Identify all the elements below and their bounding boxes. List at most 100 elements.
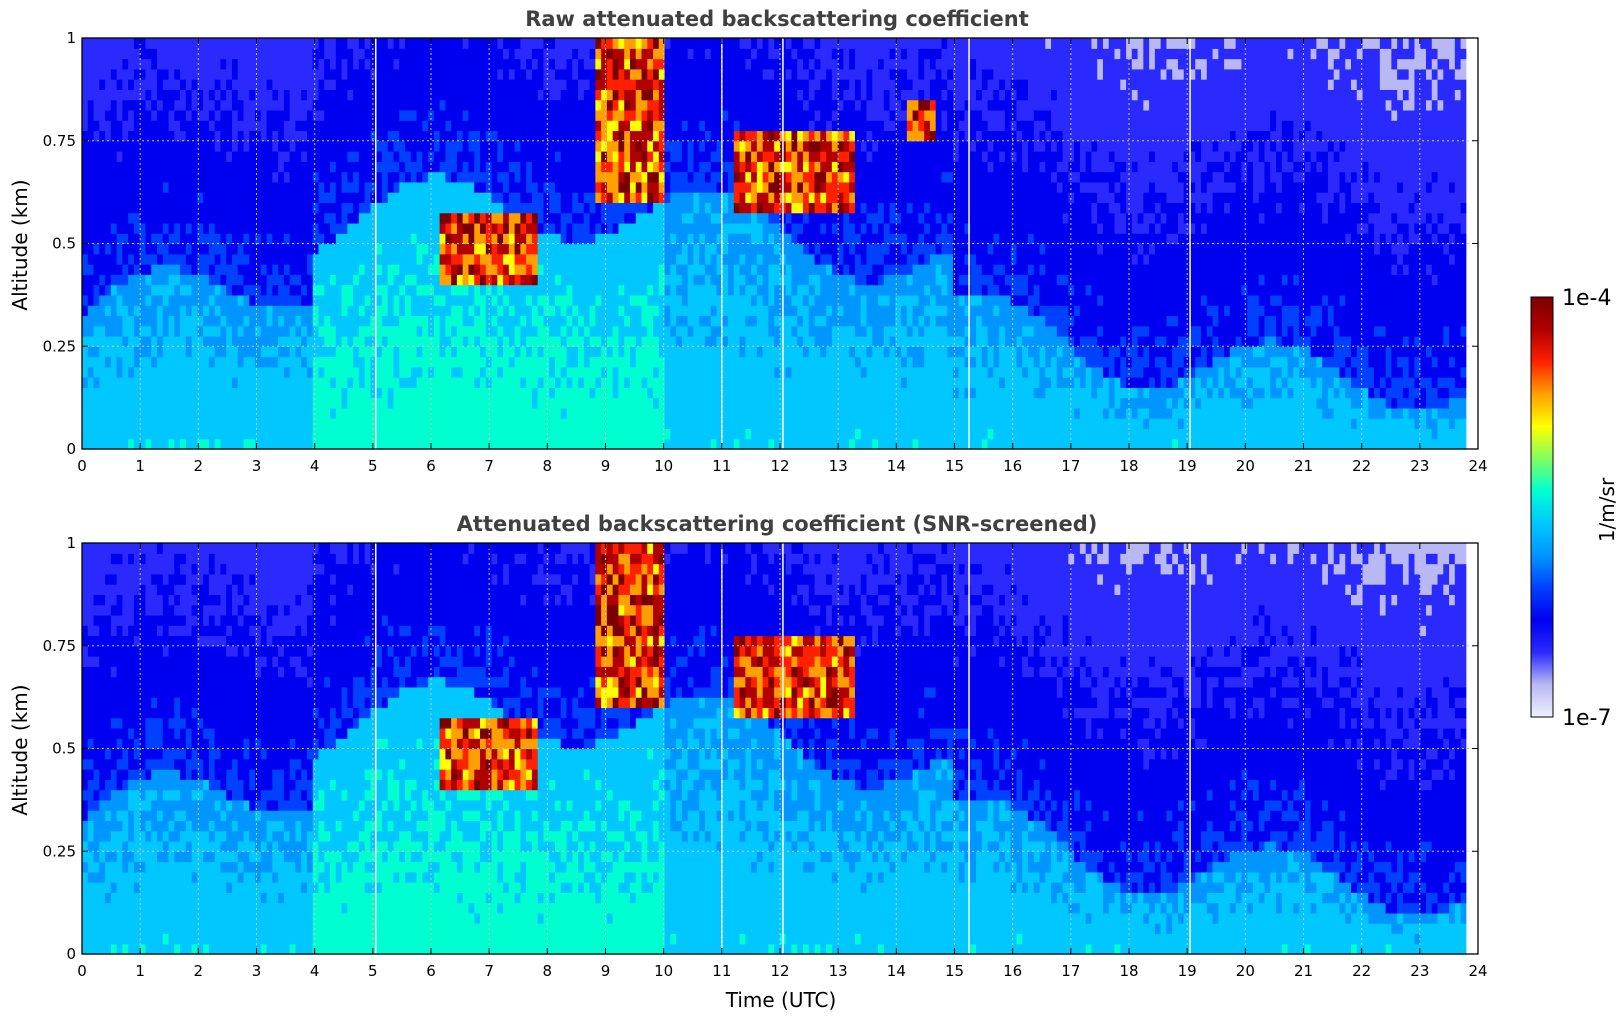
heatmap-cell	[681, 346, 689, 358]
heatmap-cell	[612, 140, 620, 152]
heatmap-cell	[168, 243, 175, 255]
heatmap-cell	[676, 130, 683, 142]
heatmap-cell	[128, 325, 135, 337]
heatmap-cell	[756, 407, 764, 419]
heatmap-cell	[693, 243, 700, 255]
heatmap-cell	[635, 418, 643, 430]
heatmap-cell	[220, 171, 227, 183]
heatmap-cell	[733, 120, 741, 132]
heatmap-cell	[606, 346, 614, 358]
heatmap-cell	[514, 387, 521, 399]
heatmap-cell	[197, 356, 204, 368]
heatmap-cell	[243, 151, 250, 162]
heatmap-cell	[647, 233, 654, 245]
heatmap-cell	[433, 253, 441, 265]
heatmap-cell	[335, 294, 343, 306]
heatmap-cell	[301, 140, 308, 152]
heatmap-cell	[549, 212, 556, 224]
heatmap-cell	[618, 38, 625, 49]
heatmap-cell	[554, 222, 562, 234]
heatmap-cell	[733, 202, 741, 214]
heatmap-cell	[745, 377, 752, 388]
heatmap-cell	[641, 315, 648, 327]
heatmap-cell	[145, 89, 152, 101]
heatmap-cell	[237, 243, 245, 255]
heatmap-cell	[278, 407, 285, 419]
heatmap-cell	[629, 253, 637, 265]
heatmap-cell	[105, 109, 112, 121]
heatmap-cell	[774, 171, 781, 183]
heatmap-cell	[203, 130, 210, 142]
heatmap-cell	[105, 58, 112, 70]
heatmap-cell	[572, 407, 579, 419]
heatmap-cell	[110, 366, 118, 378]
heatmap-cell	[762, 68, 770, 80]
heatmap-cell	[353, 38, 360, 49]
heatmap-cell	[318, 140, 325, 152]
heatmap-cell	[791, 48, 798, 60]
heatmap-cell	[405, 418, 412, 430]
heatmap-cell	[255, 418, 262, 430]
heatmap-cell	[514, 315, 521, 327]
heatmap-cell	[116, 130, 123, 142]
heatmap-cell	[110, 438, 118, 450]
heatmap-cell	[295, 140, 302, 152]
heatmap-cell	[704, 89, 712, 101]
heatmap-cell	[168, 377, 175, 388]
heatmap-cell	[641, 397, 648, 409]
heatmap-cell	[733, 58, 741, 70]
heatmap-cell	[231, 58, 239, 70]
heatmap-cell	[237, 58, 245, 70]
heatmap-cell	[739, 377, 746, 388]
heatmap-cell	[105, 315, 112, 327]
heatmap-cell	[174, 428, 181, 440]
heatmap-cell	[87, 366, 95, 378]
heatmap-cell	[762, 407, 770, 419]
heatmap-cell	[185, 120, 193, 132]
heatmap-cell	[480, 346, 487, 358]
heatmap-cell	[635, 315, 643, 327]
heatmap-cell	[266, 315, 273, 327]
heatmap-cell	[433, 99, 441, 111]
heatmap-cell	[693, 79, 700, 90]
heatmap-cell	[410, 140, 418, 152]
heatmap-cell	[768, 202, 775, 214]
heatmap-cell	[410, 264, 418, 275]
heatmap-cell	[670, 48, 677, 60]
heatmap-cell	[670, 418, 677, 430]
heatmap-cell	[289, 243, 297, 255]
heatmap-cell	[595, 48, 602, 60]
heatmap-cell	[722, 192, 729, 204]
heatmap-cell	[208, 397, 216, 409]
heatmap-cell	[122, 120, 129, 132]
heatmap-cell	[105, 140, 112, 152]
heatmap-cell	[739, 79, 746, 90]
heatmap-cell	[693, 418, 700, 430]
heatmap-cell	[687, 130, 695, 142]
heatmap-cell	[531, 233, 539, 245]
heatmap-cell	[526, 366, 533, 378]
heatmap-cell	[612, 325, 620, 337]
heatmap-cell	[387, 428, 395, 440]
heatmap-cell	[249, 222, 256, 234]
heatmap-cell	[549, 48, 556, 60]
heatmap-cell	[214, 418, 222, 430]
heatmap-cell	[629, 109, 637, 121]
heatmap-cell	[439, 202, 446, 214]
heatmap-cell	[578, 253, 585, 265]
heatmap-cell	[301, 222, 308, 234]
heatmap-cell	[704, 274, 712, 286]
heatmap-cell	[93, 48, 100, 60]
heatmap-cell	[93, 171, 100, 183]
heatmap-cell	[185, 222, 193, 234]
heatmap-cell	[693, 120, 700, 132]
heatmap-cell	[451, 264, 458, 275]
heatmap-cell	[797, 438, 804, 450]
heatmap-cell	[520, 48, 527, 60]
heatmap-cell	[601, 89, 608, 101]
heatmap-cell	[722, 407, 729, 419]
heatmap-cell	[306, 294, 314, 306]
heatmap-cell	[762, 181, 770, 193]
heatmap-cell	[260, 356, 268, 368]
heatmap-cell	[589, 222, 596, 234]
